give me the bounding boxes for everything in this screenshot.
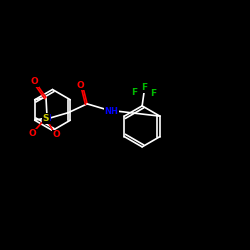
Text: F: F xyxy=(132,88,138,96)
Text: NH: NH xyxy=(104,107,118,116)
Text: O: O xyxy=(77,81,85,90)
Text: O: O xyxy=(28,129,36,138)
Text: S: S xyxy=(43,114,49,122)
Text: F: F xyxy=(150,89,156,98)
Text: N: N xyxy=(43,114,51,123)
Text: O: O xyxy=(52,130,60,139)
Text: F: F xyxy=(142,84,148,92)
Text: O: O xyxy=(31,78,38,86)
